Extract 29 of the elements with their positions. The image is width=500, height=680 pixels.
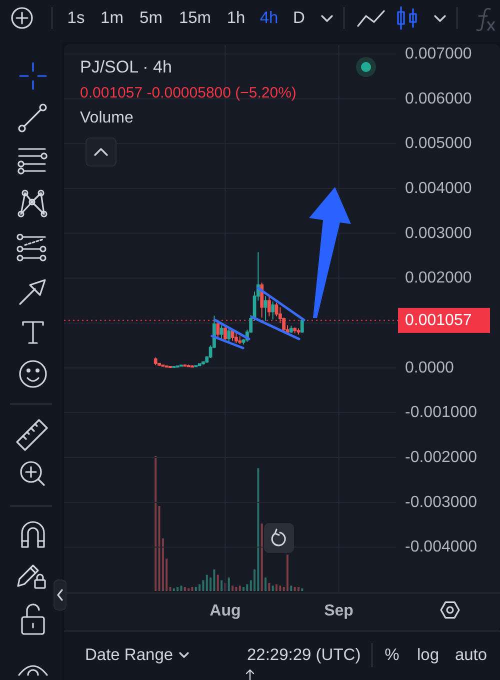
y-tick-label: 0.005000 <box>405 135 472 152</box>
text: 15m <box>178 9 212 27</box>
text: % <box>384 646 400 664</box>
text: PJ/SOL · 4h <box>80 58 172 76</box>
y-tick-label: 0.007000 <box>405 45 472 62</box>
x-tick-label: Sep <box>324 602 354 620</box>
text: 4h <box>260 9 278 27</box>
y-tick-label: 0.002000 <box>405 270 472 287</box>
y-tick-label: 0.0000 <box>405 359 454 376</box>
text: D <box>293 9 306 27</box>
text: 1s <box>67 9 85 27</box>
text: 5m <box>140 9 162 27</box>
text: log <box>416 646 440 664</box>
y-tick-label: -0.003000 <box>405 494 478 511</box>
y-tick-label: 0.006000 <box>405 90 472 108</box>
y-tick-label: -0.004000 <box>405 538 478 556</box>
ref-line-label: 0.001057 <box>405 312 472 329</box>
y-tick-label: -0.002000 <box>405 448 478 466</box>
text: 22:29:29 (UTC) <box>247 646 361 664</box>
text: auto <box>454 646 488 664</box>
x-tick-label: Aug <box>210 602 241 620</box>
y-tick-label: -0.001000 <box>405 404 478 422</box>
y-tick-label: 0.004000 <box>405 180 472 197</box>
text: Date Range <box>85 646 174 664</box>
text: 1h <box>226 9 246 27</box>
text: 0.001057 -0.00005800 (−5.20%) <box>80 84 296 102</box>
chart-title: Volume <box>80 110 134 126</box>
text: 1m <box>100 9 124 27</box>
y-tick-label: 0.003000 <box>405 224 472 242</box>
